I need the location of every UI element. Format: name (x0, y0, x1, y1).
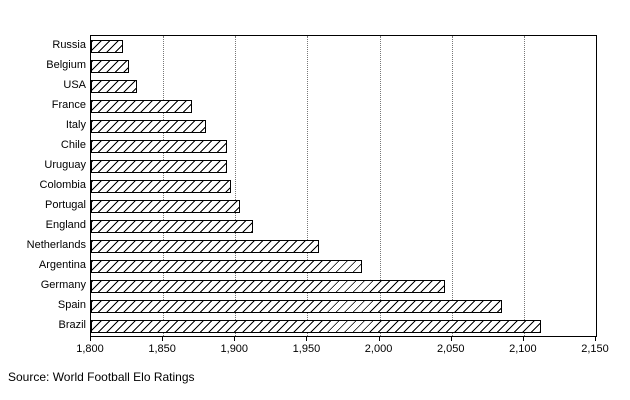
gridline-2000 (379, 36, 381, 336)
category-label-usa: USA (63, 79, 86, 91)
x-tick-mark (306, 337, 308, 341)
x-tick-label: 2,100 (509, 343, 537, 355)
gridline-1950 (307, 36, 309, 336)
category-label-portugal: Portugal (45, 199, 86, 211)
category-label-argentina: Argentina (38, 259, 86, 271)
bar-brazil (91, 319, 542, 333)
x-tick-mark (90, 337, 91, 341)
x-tick-label: 1,900 (220, 343, 249, 355)
bar-france (91, 99, 192, 113)
gridline-1900 (235, 36, 237, 336)
bar-netherlands (91, 239, 319, 253)
x-tick-mark (162, 337, 164, 341)
x-tick-label: 1,850 (148, 343, 176, 355)
category-label-chile: Chile (60, 139, 86, 151)
bar-england (91, 219, 253, 233)
bar-russia (91, 39, 123, 53)
category-label-uruguay: Uruguay (44, 159, 86, 171)
category-label-germany: Germany (40, 279, 86, 291)
category-label-italy: Italy (65, 119, 86, 131)
bar-uruguay (91, 159, 227, 173)
bar-spain (91, 299, 503, 313)
bar-germany (91, 279, 445, 293)
category-label-france: France (51, 99, 86, 111)
category-label-england: England (45, 219, 86, 231)
x-tick-label: 1,950 (292, 343, 321, 355)
category-label-russia: Russia (52, 39, 86, 51)
category-label-belgium: Belgium (46, 59, 86, 71)
source-caption: Source: World Football Elo Ratings (8, 370, 195, 384)
bar-portugal (91, 199, 240, 213)
gridline-2100 (523, 36, 525, 336)
x-tick-label: 1,800 (76, 343, 104, 355)
bar-belgium (91, 59, 129, 73)
category-label-netherlands: Netherlands (26, 239, 86, 251)
gridline-2050 (451, 36, 453, 336)
x-tick-mark (234, 337, 236, 341)
x-tick-mark (595, 337, 596, 341)
plot-area (90, 35, 597, 337)
category-label-colombia: Colombia (39, 179, 86, 191)
category-label-spain: Spain (57, 299, 86, 311)
bar-argentina (91, 259, 363, 273)
x-tick-mark (450, 337, 452, 341)
x-tick-mark (522, 337, 524, 341)
category-label-brazil: Brazil (58, 319, 86, 331)
x-tick-label: 2,050 (436, 343, 465, 355)
bar-usa (91, 79, 138, 93)
x-tick-label: 2,000 (364, 343, 393, 355)
bar-colombia (91, 179, 231, 193)
x-tick-mark (378, 337, 380, 341)
x-tick-label: 2,150 (581, 343, 609, 355)
bar-italy (91, 119, 207, 133)
bar-chile (91, 139, 227, 153)
